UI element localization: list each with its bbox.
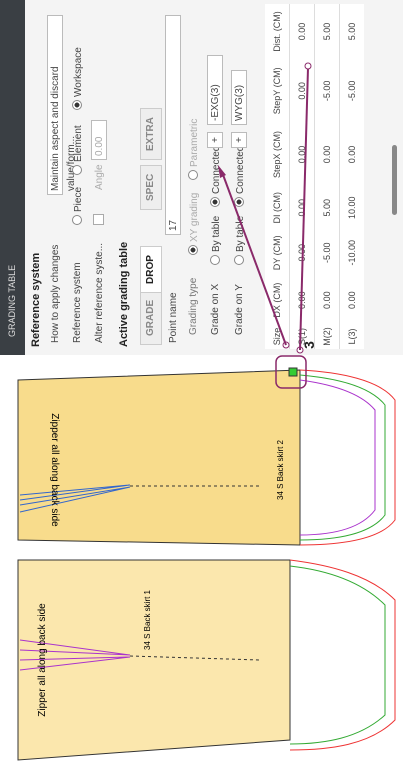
column-header: StepY (CM) (272, 67, 282, 115)
tab[interactable]: SPEC (140, 164, 162, 210)
radio[interactable]: By table (210, 216, 222, 265)
label: Point name (168, 292, 179, 343)
table-cell: 0.00 (297, 145, 307, 164)
label: Angle (94, 164, 105, 190)
piece-text: Zipper all along back side (49, 413, 60, 527)
grading-table: Size DX (CM) DY (CM) DI (CM) StepX (CM) StepY… (265, 4, 364, 349)
column-header: DY (CM) (272, 235, 282, 271)
table-cell: 0.00 (347, 291, 357, 309)
radio-label: Connected (211, 145, 222, 194)
label: Grading type (188, 277, 199, 335)
radio[interactable]: By table (234, 216, 246, 265)
table-cell: 0.00 (297, 22, 307, 41)
label: How to apply changes (50, 244, 61, 343)
radio[interactable]: Workspace (72, 47, 84, 110)
table-cell: 0.00 (297, 199, 307, 217)
piece-label: 34 S Back skirt 2 (276, 439, 285, 500)
table-cell: 5.00 (347, 22, 357, 41)
radio-label: Piece (73, 186, 84, 212)
table-cell: 5.00 (322, 22, 332, 41)
tab[interactable]: GRADE (140, 290, 162, 345)
column-header: DI (CM) (272, 192, 282, 224)
table-cell: 0.00 (297, 291, 307, 309)
radio[interactable]: Connected (210, 146, 222, 207)
label: Grade on Y (234, 284, 245, 335)
button[interactable]: + (207, 132, 223, 148)
input[interactable]: -EXG(3) (207, 55, 223, 125)
table-cell: 0.00 (322, 291, 332, 309)
grading-panel: GRADING TABLE Reference system How to ap… (0, 0, 403, 355)
dropdown[interactable]: Maintain aspect and discard value/form..… (47, 15, 77, 195)
radio-label: Element (73, 125, 84, 162)
radio[interactable]: Piece (72, 187, 84, 225)
input[interactable]: WYG(3) (231, 70, 247, 125)
radio-label: By table (235, 215, 246, 252)
table-row: M(2) 0.00 -5.00 5.00 0.00 -5.00 5.00 (314, 4, 340, 349)
column-header: DX (CM) (272, 282, 282, 318)
piece-upper (17, 369, 396, 546)
table-cell: 10.00 (347, 196, 357, 220)
table-cell: 0.00 (297, 82, 307, 100)
table-cell: S(1) (297, 327, 307, 345)
input[interactable]: 17 (165, 15, 181, 235)
table-cell: -5.00 (322, 242, 332, 264)
radio: XY grading (188, 193, 200, 255)
panel-title: GRADING TABLE (0, 0, 25, 355)
label: Alter reference syste... (94, 242, 105, 343)
table-cell: -10.00 (347, 240, 357, 266)
radio-label: Workspace (73, 47, 84, 97)
checkbox[interactable] (93, 214, 104, 225)
section-header: Reference system (30, 252, 42, 347)
table-row: L(3) 0.00 -10.00 10.00 0.00 -5.00 5.00 (339, 4, 364, 349)
table-cell: -5.00 (322, 80, 332, 102)
radio-label: XY grading (189, 192, 200, 242)
table-cell: 0.00 (322, 145, 332, 164)
column-header: StepX (CM) (272, 131, 282, 179)
radio-label: Connected (235, 145, 246, 194)
tab[interactable]: DROP (140, 246, 162, 293)
column-header: Size (272, 327, 282, 346)
table-cell: 0.00 (297, 244, 307, 262)
label: Reference system (72, 262, 83, 343)
table-cell: L(3) (347, 328, 357, 345)
table-cell: M(2) (322, 327, 332, 346)
radio: Parametric (188, 119, 200, 180)
label: Grade on X (210, 283, 221, 335)
tab[interactable]: EXTRA (140, 108, 162, 160)
piece-lower (17, 559, 396, 761)
radio-label: Parametric (189, 118, 200, 167)
section-header: Active grading table (118, 241, 130, 347)
button[interactable]: + (231, 132, 247, 148)
table-row: S(1) 0.00 0.00 0.00 0.00 0.00 0.00 (289, 4, 315, 349)
table-cell: -5.00 (347, 80, 357, 102)
radio-label: By table (211, 215, 222, 252)
column-header: Dist. (CM) (272, 11, 282, 52)
radio[interactable]: Connected (234, 146, 246, 207)
piece-text: Zipper all along back side (37, 603, 48, 717)
scrollbar[interactable] (392, 145, 397, 215)
radio[interactable]: Element (72, 125, 84, 175)
piece-label: 34 S Back skirt 1 (143, 589, 152, 650)
table-cell: 0.00 (347, 145, 357, 164)
input: 0.00 (91, 120, 107, 160)
table-cell: 5.00 (322, 199, 332, 217)
